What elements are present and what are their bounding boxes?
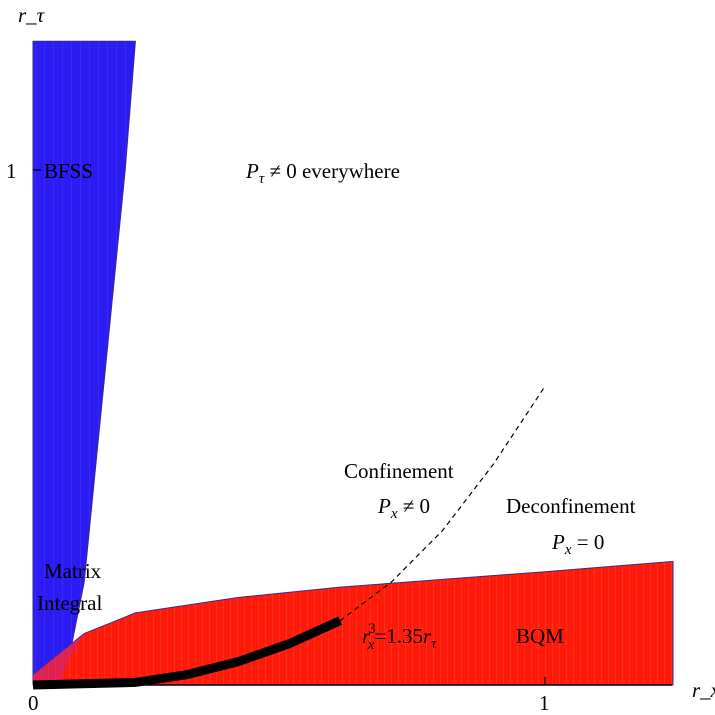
transition-curve-solid (32, 616, 343, 690)
p-tau-rest: ≠ 0 everywhere (264, 159, 400, 183)
relation-sup: 3 (368, 621, 376, 637)
relation-rest: =1.35 (374, 624, 423, 648)
confinement-label: Confinement (344, 459, 454, 483)
bfss-region (32, 40, 136, 686)
confinement-p-symbol: P (377, 494, 391, 518)
matrix-label: Matrix (44, 559, 102, 583)
overlap-region (33, 633, 85, 685)
bfss-label: BFSS (44, 159, 93, 183)
confinement-px-label: Px ≠ 0 (377, 494, 430, 522)
y-tick-label-1: 1 (6, 159, 17, 183)
confinement-p-subscript: x (390, 506, 398, 522)
deconfinement-p-subscript: x (564, 542, 572, 558)
p-tau-label: Pτ ≠ 0 everywhere (245, 159, 400, 187)
deconfinement-px-label: Px = 0 (551, 530, 604, 558)
deconfinement-p-rest: = 0 (572, 530, 605, 554)
bqm-region (32, 560, 674, 686)
integral-label: Integral (37, 591, 102, 615)
deconfinement-p-symbol: P (551, 530, 565, 554)
y-axis-label: r_τ (18, 3, 46, 27)
deconfinement-label: Deconfinement (506, 494, 636, 518)
x-tick-label-1: 1 (539, 691, 550, 715)
bqm-label: BQM (516, 624, 564, 648)
x-axis-label: r_x (692, 678, 715, 702)
p-tau-symbol: P (245, 159, 259, 183)
relation-sub: x (367, 637, 375, 653)
confinement-p-rest: ≠ 0 (398, 494, 431, 518)
p-tau-subscript: τ (259, 171, 265, 187)
relation-r2: r (423, 624, 432, 648)
relation-label: r3 x=1.35rτ (362, 621, 437, 653)
transition-curve-dashed (339, 385, 546, 622)
relation-r: r (362, 624, 371, 648)
relation-tau: τ (431, 636, 437, 652)
x-tick-label-0: 0 (28, 691, 39, 715)
